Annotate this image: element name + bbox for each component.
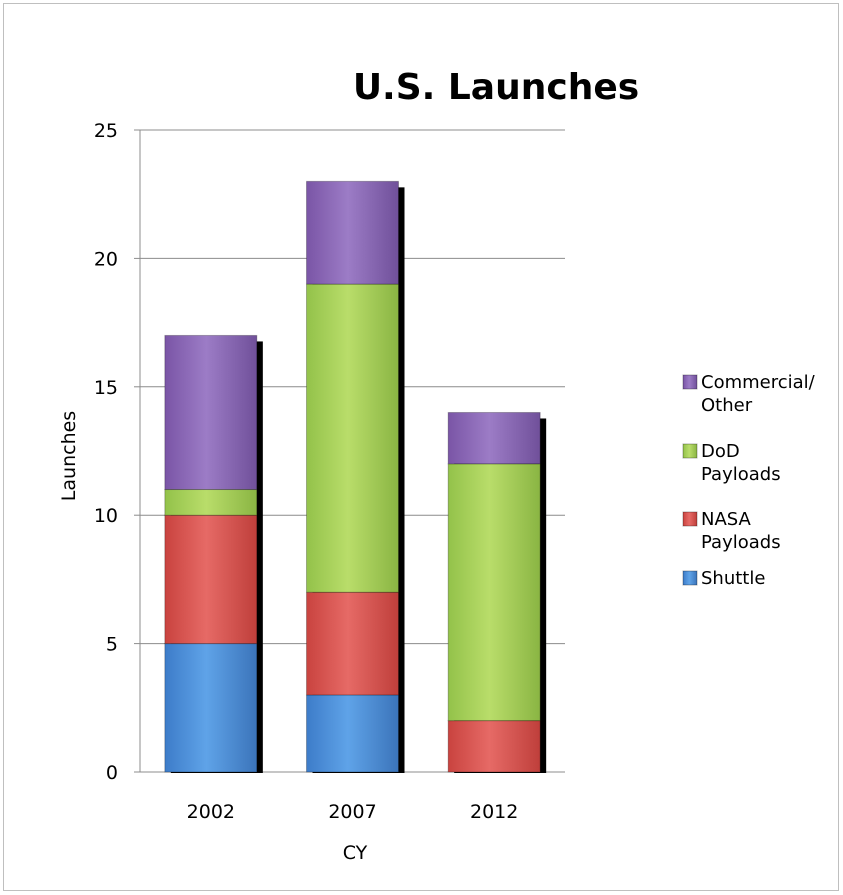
bar-2012-commercial-other (447, 411, 541, 465)
chart-area: U.S. Launches 0 5 10 15 20 25 2002 2007 2012 La… (3, 3, 839, 891)
chart-title: U.S. Launches (353, 67, 639, 108)
legend-line: Other (701, 395, 753, 416)
bar-2002-dod-payloads (164, 489, 258, 516)
x-tick-label-2002: 2002 (187, 801, 235, 823)
bar-2007-nasa-payloads (306, 591, 399, 696)
bar-2007-dod-payloads (306, 283, 399, 593)
x-tick-labels: 2002 2007 2012 (187, 801, 519, 823)
bar-2007-commercial-other (306, 180, 399, 285)
bars (164, 180, 547, 774)
y-tick-label-5: 5 (106, 634, 118, 656)
bar-2007-shuttle (306, 694, 399, 773)
legend-swatch-shuttle (682, 570, 698, 586)
chart-canvas: U.S. Launches 0 5 10 15 20 25 2002 2007 2012 La… (58, 67, 816, 864)
legend-line: DoD (701, 441, 740, 462)
legend-swatch-dod-payloads (682, 443, 698, 459)
y-tick-label-15: 15 (94, 377, 118, 399)
legend-line: Commercial/ (701, 372, 816, 393)
legend-line: Shuttle (701, 568, 765, 589)
y-tick-labels: 0 5 10 15 20 25 (94, 120, 118, 784)
y-axis-title: Launches (58, 411, 80, 501)
x-tick-label-2007: 2007 (328, 801, 376, 823)
bar-2002-nasa-payloads (164, 514, 258, 645)
legend-label-dod-payloads: DoD Payloads (701, 441, 781, 485)
x-axis-title: CY (343, 842, 368, 864)
legend-swatch-commercial-other (682, 374, 698, 390)
legend-line: NASA (701, 509, 752, 530)
y-tick-label-0: 0 (106, 762, 118, 784)
x-tick-label-2012: 2012 (470, 801, 518, 823)
axes (134, 129, 141, 773)
legend-line: Payloads (701, 532, 781, 553)
legend-swatch-nasa-payloads (682, 511, 698, 527)
y-tick-label-20: 20 (94, 248, 118, 270)
legend-label-commercial-other: Commercial/Other (701, 372, 816, 416)
bar-2002-shuttle (164, 643, 258, 773)
bar-2002-commercial-other (164, 334, 258, 491)
legend-line: Payloads (701, 464, 781, 485)
legend-label-shuttle: Shuttle (701, 568, 765, 589)
bar-2012-dod-payloads (447, 463, 541, 722)
legend-label-nasa-payloads: NASA Payloads (701, 509, 781, 553)
bar-2012-nasa-payloads (447, 720, 541, 773)
y-tick-label-25: 25 (94, 120, 118, 142)
y-tick-label-10: 10 (94, 505, 118, 527)
